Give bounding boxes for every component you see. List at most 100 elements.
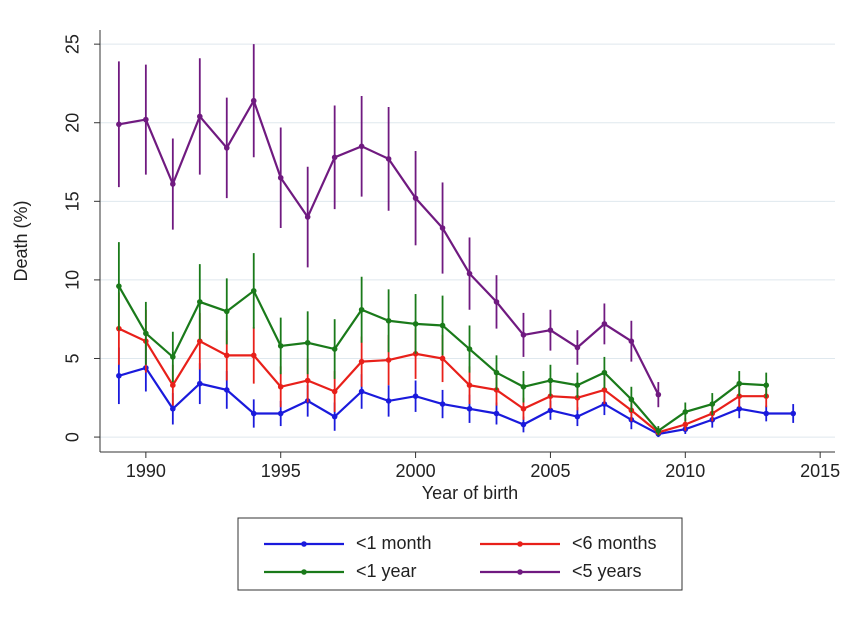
x-axis-title: Year of birth [422, 483, 518, 503]
point [655, 391, 662, 398]
point [304, 339, 311, 346]
point [143, 116, 149, 123]
point [466, 346, 473, 352]
point [277, 383, 284, 390]
point [574, 344, 581, 351]
point [763, 410, 770, 417]
x-tick-label: 2000 [396, 461, 436, 481]
point [196, 299, 203, 305]
point [116, 372, 122, 379]
point [331, 346, 338, 352]
point [493, 387, 500, 393]
point [736, 380, 743, 387]
x-tick-label: 2005 [530, 461, 570, 481]
point [304, 377, 311, 384]
point [547, 327, 554, 333]
point [763, 382, 770, 389]
point [385, 357, 392, 363]
point [655, 427, 662, 434]
point [170, 181, 176, 187]
point [601, 321, 608, 327]
point [250, 410, 257, 417]
point [574, 382, 581, 389]
legend-label: <1 year [356, 561, 417, 581]
y-tick-label: 20 [63, 113, 83, 133]
legend-box [237, 517, 683, 591]
point [439, 355, 446, 362]
point [466, 382, 473, 389]
point [547, 377, 554, 384]
point [116, 283, 122, 289]
y-axis-title: Death (%) [11, 200, 31, 281]
point [277, 174, 284, 181]
point [736, 405, 743, 412]
point [601, 401, 608, 407]
point [493, 369, 500, 376]
x-tick-label: 2010 [665, 461, 705, 481]
legend-label: <5 years [572, 561, 642, 581]
legend-marker [517, 541, 523, 547]
point [493, 410, 500, 417]
point [250, 288, 257, 294]
y-tick-label: 10 [63, 270, 83, 290]
point [520, 383, 527, 390]
point [223, 308, 230, 315]
point [385, 398, 392, 404]
point [196, 113, 203, 120]
point [331, 388, 338, 395]
point [170, 382, 176, 389]
series-line [118, 366, 794, 436]
point [385, 156, 392, 162]
point [520, 332, 527, 338]
point [277, 343, 284, 349]
x-tick-label: 1990 [126, 461, 166, 481]
point [116, 121, 122, 128]
point [250, 352, 257, 359]
point [709, 401, 716, 407]
legend-label: <6 months [572, 533, 657, 553]
point [277, 410, 284, 417]
point [439, 322, 446, 329]
point [439, 225, 446, 231]
point [682, 409, 689, 415]
point [358, 388, 365, 395]
legend-marker [517, 569, 523, 575]
point [223, 387, 230, 393]
point [196, 338, 203, 344]
point [466, 405, 473, 412]
point [196, 380, 203, 387]
x-tick-label: 2015 [800, 461, 840, 481]
y-tick-label: 25 [63, 34, 83, 54]
point [143, 330, 149, 337]
legend-label: <1 month [356, 533, 432, 553]
point [170, 405, 176, 412]
point [358, 306, 365, 313]
y-tick-label: 15 [63, 191, 83, 211]
point [331, 154, 338, 161]
point [466, 270, 473, 277]
point [250, 97, 257, 104]
point [601, 369, 608, 376]
point [412, 350, 419, 357]
point [223, 352, 230, 359]
point [547, 407, 554, 414]
point [304, 214, 311, 220]
point [358, 358, 365, 365]
x-tick-label: 1995 [261, 461, 301, 481]
point [493, 299, 500, 305]
legend-marker [301, 541, 307, 547]
point [223, 145, 230, 151]
point [574, 413, 581, 420]
point [682, 421, 689, 428]
point [628, 338, 635, 344]
point [790, 410, 796, 417]
point [520, 405, 527, 412]
point [439, 401, 446, 407]
point [358, 143, 365, 150]
point [628, 396, 635, 403]
point [385, 317, 392, 324]
point [520, 421, 527, 428]
